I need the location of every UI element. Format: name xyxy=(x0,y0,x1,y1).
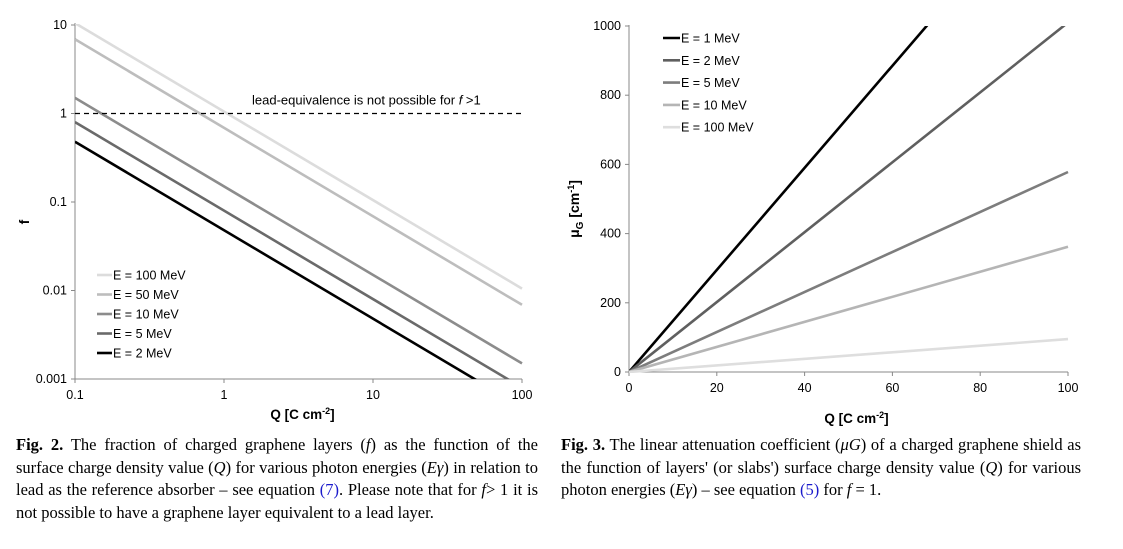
caption-text: ) for various photon energies ( xyxy=(225,457,427,477)
caption-text: ) in relation to lead as the reference a… xyxy=(16,457,539,500)
caption-text: The fraction of charged graphene layers … xyxy=(70,435,366,454)
y-axis-title-mid: [cm xyxy=(566,193,582,222)
y-tick-label: 400 xyxy=(600,227,621,241)
series-line xyxy=(75,24,523,290)
y-tick-label: 0.001 xyxy=(36,372,67,386)
caption-var: Eγ xyxy=(426,457,444,477)
series-line xyxy=(629,26,1066,373)
x-axis-title-sup: -2 xyxy=(876,410,884,420)
y-tick-label: 0.01 xyxy=(43,284,67,298)
reference-label-text: lead-equivalence is not possible for xyxy=(252,93,459,108)
x-tick-label: 0 xyxy=(626,381,633,395)
figure-2-label: Fig. 2. xyxy=(16,435,64,454)
series-line xyxy=(75,120,511,379)
x-axis-title: Q [C cm-2] xyxy=(824,410,888,426)
x-tick-label: 80 xyxy=(973,381,987,395)
legend-label: E = 1 MeV xyxy=(681,32,740,46)
y-tick-label: 200 xyxy=(600,296,621,310)
caption-var: Q xyxy=(985,457,998,477)
equation-link[interactable]: (7) xyxy=(319,480,339,499)
x-tick-label: 40 xyxy=(798,381,812,395)
caption-var: f xyxy=(481,480,486,499)
figure-3-label: Fig. 3. xyxy=(561,435,606,454)
reference-label-end: >1 xyxy=(462,93,480,108)
x-tick-label: 60 xyxy=(885,381,899,395)
caption-var: Q xyxy=(213,457,226,477)
y-tick-label: 0.1 xyxy=(50,195,67,209)
x-axis-title-base: Q [C cm xyxy=(270,407,322,422)
series-line xyxy=(629,26,929,373)
series-group xyxy=(75,24,523,379)
y-axis-title-sup: -1 xyxy=(566,185,576,193)
x-axis-title-end: ] xyxy=(330,407,335,422)
y-tick-label: 800 xyxy=(600,88,621,102)
y-axis-title-sub: G xyxy=(575,221,586,229)
caption-text: for xyxy=(819,480,847,499)
caption-text: ) of a charged graphene shield as the fu… xyxy=(561,435,1082,477)
y-axis-title: f xyxy=(16,219,32,224)
legend-label: E = 2 MeV xyxy=(113,347,172,361)
series-line xyxy=(75,140,478,379)
x-axis-title: Q [C cm-2] xyxy=(270,406,334,422)
figure-2-caption: Fig. 2. The fraction of charged graphene… xyxy=(16,434,538,524)
y-tick-label: 600 xyxy=(600,157,621,171)
legend-label: E = 5 MeV xyxy=(113,327,172,341)
x-tick-label: 0.1 xyxy=(66,388,83,402)
caption-text: ) as the function of the surface charge … xyxy=(16,435,539,477)
equation-link[interactable]: (5) xyxy=(800,480,820,499)
x-tick-label: 1 xyxy=(221,388,228,402)
series-line xyxy=(75,38,523,306)
series-line xyxy=(75,96,523,365)
y-tick-label: 0 xyxy=(614,365,621,379)
legend-label: E = 5 MeV xyxy=(681,76,740,90)
x-tick-label: 10 xyxy=(366,388,380,402)
legend-label: E = 10 MeV xyxy=(681,98,747,112)
x-tick-label: 100 xyxy=(512,388,533,402)
reference-label: lead-equivalence is not possible for f >… xyxy=(252,93,481,108)
chart-attenuation-vs-charge: 0 200 400 600 800 1000 0 20 40 60 80 100 E = 1 MeV E … xyxy=(566,19,1079,426)
figure-3-caption: Fig. 3. The linear attenuation coefficie… xyxy=(561,434,1081,502)
legend-label: E = 100 MeV xyxy=(681,121,754,135)
legend-label: E = 10 MeV xyxy=(113,308,179,322)
x-axis-title-sup: -2 xyxy=(322,406,330,416)
x-axis-title-base: Q [C cm xyxy=(824,411,876,426)
legend-label: E = 2 MeV xyxy=(681,54,740,68)
y-axis-title-base: μ xyxy=(566,229,582,238)
caption-text: = 1. xyxy=(851,480,882,499)
series-line xyxy=(629,245,1069,373)
series-line xyxy=(629,337,1069,373)
caption-var: f xyxy=(846,480,852,499)
caption-var: f xyxy=(365,435,371,454)
y-tick-label: 1000 xyxy=(593,19,621,33)
legend-label: E = 50 MeV xyxy=(113,288,179,302)
y-tick-label: 1 xyxy=(60,107,67,121)
y-axis-title: μG [cm-1] xyxy=(566,180,586,238)
caption-var: μG xyxy=(840,435,861,454)
chart-fraction-vs-charge: 0.001 0.01 0.1 1 10 0.1 1 10 100 lead-equivalence… xyxy=(16,18,533,422)
caption-text: ) – see equation xyxy=(691,480,800,499)
x-tick-label: 100 xyxy=(1058,381,1079,395)
y-tick-label: 10 xyxy=(53,18,67,32)
x-axis-title-end: ] xyxy=(884,411,889,426)
caption-text: ) for various photon energies ( xyxy=(561,457,1081,500)
caption-text: The linear attenuation coefficient ( xyxy=(609,435,841,454)
y-axis-title-end: ] xyxy=(566,180,582,185)
legend-label: E = 100 MeV xyxy=(113,269,186,283)
series-group xyxy=(629,26,1069,373)
caption-var: Eγ xyxy=(675,480,692,499)
reference-label-var: f xyxy=(459,93,464,108)
x-tick-label: 20 xyxy=(710,381,724,395)
series-line xyxy=(629,170,1069,373)
caption-text: . Please note that for xyxy=(338,480,482,499)
caption-text: > 1 it is not possible to have a graphen… xyxy=(16,480,538,522)
